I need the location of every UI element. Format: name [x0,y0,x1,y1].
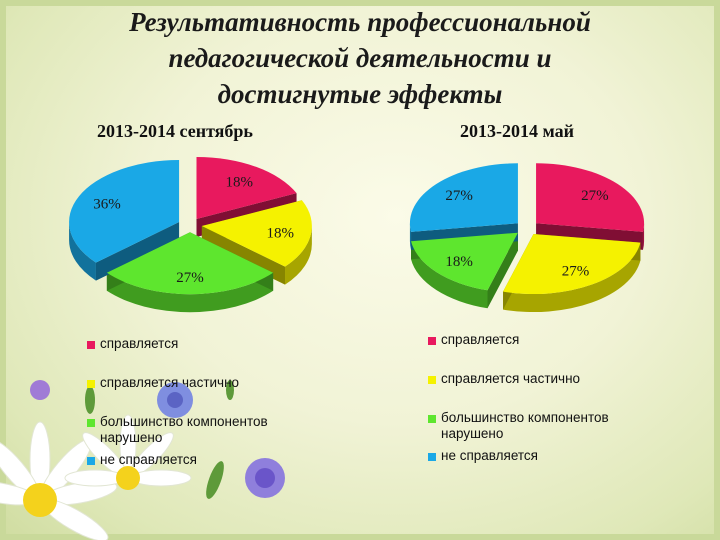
legend-swatch [87,341,95,349]
legend-item: не справляется [428,448,538,464]
legend-label: не справляется [100,452,197,467]
pie-chart-1: 18% 18% 27% 36% [69,156,312,313]
title-line-2: педагогической деятельности и [168,43,552,73]
pie-slice-side [69,222,96,281]
pie-data-label: 18% [226,174,254,190]
legend-label: справляется [441,332,520,347]
pie-slice [409,163,518,232]
pie-data-label: 27% [581,188,609,204]
pie-slice-edge [95,222,180,281]
pie-slice [106,232,274,295]
legend-item: большинство компонентов нарушено [428,410,609,442]
legend-label: большинство компонентов нарушено [441,410,609,441]
pie-slice-side [503,242,641,313]
legend-item: справляется [428,332,519,348]
legend-label: справляется [100,336,179,351]
legend-swatch [428,337,436,345]
legend-swatch [428,376,436,384]
legend-september: справляется справляется частично большинст… [87,336,347,486]
legend-label: справляется частично [100,375,240,390]
pie-data-label: 27% [176,270,204,286]
pie-data-label: 18% [267,225,295,241]
pie-slice-side [285,226,312,285]
slide-title: Результативность профессиональной педаго… [40,4,680,112]
chart-title-september: 2013-2014 сентябрь [97,121,253,141]
pie-chart-2: 27% 27% 18% 27% [409,163,645,313]
pie-slice [411,232,518,291]
pie-slice [536,163,645,232]
title-line-1: Результативность профессиональной [129,7,591,37]
legend-may: справляется справляется частично большинст… [428,332,688,482]
pie-slice-side [642,223,645,250]
legend-item: справляется частично [428,371,580,387]
legend-swatch [87,380,95,388]
pie-slice [69,160,180,263]
title-line-3: достигнутые эффекты [217,79,503,109]
legend-item: большинство компонентов нарушено [87,414,268,446]
legend-item: справляется [87,336,178,352]
legend-swatch [87,457,95,465]
legend-label: справляется частично [441,371,581,386]
pie-slice-side [106,272,274,313]
legend-swatch [428,415,436,423]
legend-swatch [428,453,436,461]
pie-slice [503,234,641,295]
pie-data-label: 27% [445,188,473,204]
legend-label: не справляется [441,448,538,463]
legend-swatch [87,419,95,427]
pie-slice [196,156,297,219]
pie-data-label: 18% [445,254,473,270]
pie-slice-edge [487,232,518,309]
pie-data-label: 36% [93,196,121,212]
legend-item: не справляется [87,452,197,468]
chart-title-may: 2013-2014 май [460,121,575,141]
legend-item: справляется частично [87,375,239,391]
pie-data-label: 27% [562,263,590,279]
pie-slice [201,200,312,267]
legend-label: большинство компонентов нарушено [100,414,268,445]
pie-slice-side [411,241,488,309]
pie-slice-side [409,223,412,250]
